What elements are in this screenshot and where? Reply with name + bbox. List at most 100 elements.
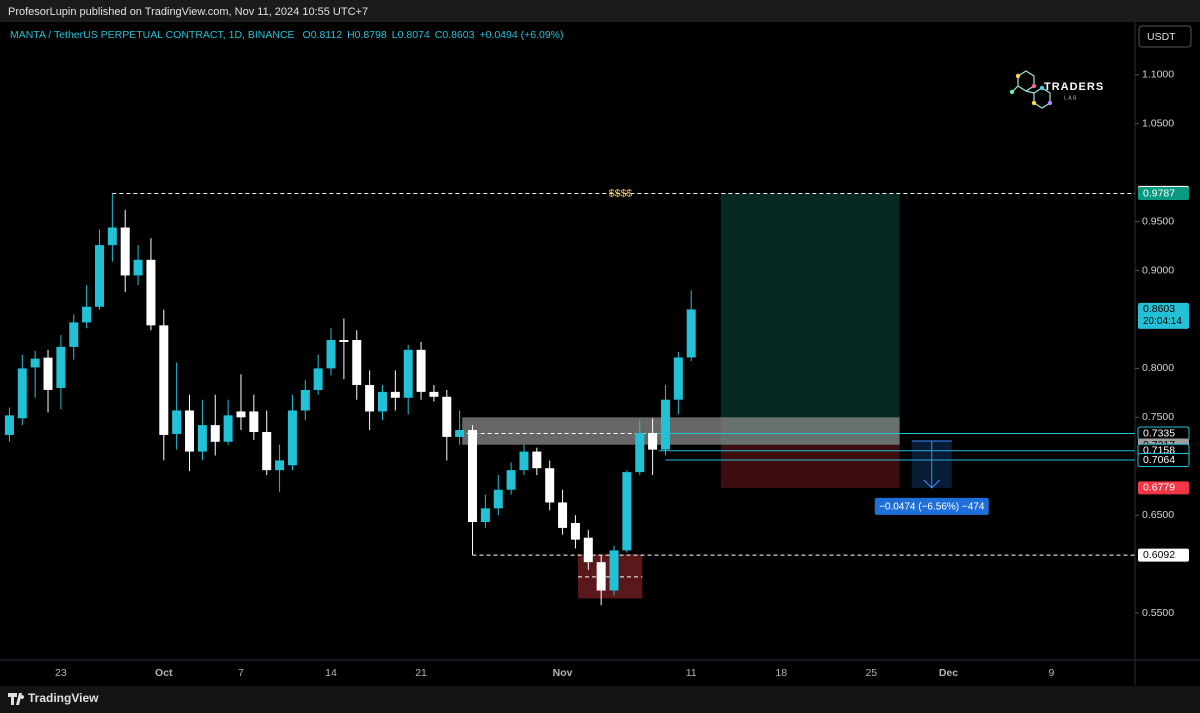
candle-body <box>326 340 336 369</box>
candle-body <box>416 349 426 392</box>
x-tick-label: Nov <box>553 667 573 679</box>
x-tick-label: 14 <box>325 667 337 679</box>
candle-body <box>159 325 169 435</box>
candle-body <box>146 259 156 326</box>
currency-button[interactable] <box>1138 25 1192 48</box>
measure-label: −0.0474 (−6.56%) −474 <box>879 502 985 513</box>
price-label-bg <box>1138 481 1189 495</box>
y-tick-label: 1.0500 <box>1142 118 1174 130</box>
candle-body <box>377 391 387 412</box>
logo-subtitle: LAB <box>1064 95 1078 101</box>
plot-area: $$$$ −0.0474 (−6.56%) −474 <box>4 187 1135 606</box>
y-tick-label: 0.9000 <box>1142 264 1174 276</box>
candle-body <box>660 399 670 450</box>
candle-body <box>648 432 658 450</box>
x-tick-label: 9 <box>1048 667 1054 679</box>
price-label-bg <box>1138 302 1189 329</box>
price-label: 0.6779 <box>1143 482 1175 494</box>
price-label: 0.6092 <box>1143 549 1175 561</box>
candle-body <box>365 385 375 412</box>
candle-body <box>82 306 92 323</box>
price-label-bg <box>1138 187 1189 201</box>
candle-body <box>519 451 529 471</box>
price-zone <box>462 417 900 445</box>
price-label: 0.9787 <box>1143 187 1175 199</box>
candle-body <box>262 432 272 471</box>
logo-dot <box>1031 83 1037 89</box>
logo-dot <box>1015 73 1021 79</box>
price-label-bg <box>1138 548 1189 562</box>
logo-title: TRADERS <box>1044 81 1104 93</box>
measure-arrowhead <box>923 479 941 489</box>
candle-body <box>609 550 619 591</box>
candle-body <box>622 472 632 551</box>
stop-zone <box>720 445 900 488</box>
price-label: 0.7335 <box>1143 427 1175 439</box>
ohlc-item: +0.0494 (+6.09%) <box>479 29 563 41</box>
candle-body <box>69 322 79 347</box>
candle-body <box>172 410 182 434</box>
candle-body <box>442 396 452 437</box>
currency-label: USDT <box>1147 31 1176 43</box>
footer-brand: TradingView <box>28 691 99 705</box>
target-zone <box>720 193 900 446</box>
logo: TRADERS LAB <box>1009 70 1104 109</box>
footer-logo <box>8 693 25 705</box>
x-tick-label: 25 <box>865 667 877 679</box>
price-axis: 1.1000 1.0500 0.9500 0.9000 0.8000 0.7500 0.65… <box>1135 69 1190 619</box>
symbol-legend: MANTA / TetherUS PERPETUAL CONTRACT, 1D,… <box>10 29 295 41</box>
candle-body <box>570 523 580 540</box>
candle-body <box>94 245 104 307</box>
candle-body <box>558 502 568 528</box>
price-countdown: 20:04:14 <box>1143 316 1182 327</box>
candle-body <box>480 508 490 523</box>
y-tick-label: 0.8000 <box>1142 362 1174 374</box>
candle-body <box>429 391 439 397</box>
x-tick-label: 7 <box>238 667 244 679</box>
footer-bar <box>0 686 1200 713</box>
candle-body <box>673 357 683 400</box>
ohlc-item: O0.8112 <box>303 29 343 41</box>
ohlc-legend: O0.8112 H0.8798 L0.8074 C0.8603 +0.0494 (+6.… <box>303 29 564 41</box>
candle-body <box>339 340 349 342</box>
logo-dot <box>1039 85 1045 91</box>
x-tick-label: Oct <box>155 667 173 679</box>
candle-body <box>635 432 645 473</box>
y-tick-label: 0.6500 <box>1142 509 1174 521</box>
y-tick-label: 0.9500 <box>1142 215 1174 227</box>
measure-label-bg <box>874 497 989 515</box>
candle-body <box>493 489 503 509</box>
candle-body <box>583 537 593 563</box>
footer-icon <box>8 693 25 705</box>
candle-body <box>545 468 555 503</box>
candle-body <box>403 349 413 398</box>
candle-body <box>313 368 323 390</box>
x-tick-label: 11 <box>686 667 697 679</box>
candle-body <box>197 425 207 452</box>
x-tick-label: 21 <box>415 667 427 679</box>
candle-body <box>468 430 478 523</box>
candle-body <box>17 368 27 419</box>
candle-body <box>223 415 233 442</box>
candle-body <box>120 227 130 276</box>
x-tick-label: 23 <box>55 667 67 679</box>
candle-body <box>287 410 297 466</box>
candle-body <box>107 227 117 246</box>
candle-body <box>455 430 465 437</box>
candle-body <box>352 340 362 386</box>
candle-body <box>275 460 285 471</box>
candle-body <box>56 346 66 388</box>
ohlc-item: L0.8074 <box>392 29 430 41</box>
candle-body <box>43 357 53 390</box>
candle-body <box>249 411 259 433</box>
candle-body <box>236 411 246 418</box>
price-label-bg <box>1137 452 1190 467</box>
annotation: $$$$ <box>609 187 633 199</box>
ohlc-item: C0.8603 <box>435 29 475 41</box>
y-tick-label: 0.5500 <box>1142 607 1174 619</box>
y-tick-label: 0.7500 <box>1142 411 1174 423</box>
top-bar <box>0 0 1200 22</box>
